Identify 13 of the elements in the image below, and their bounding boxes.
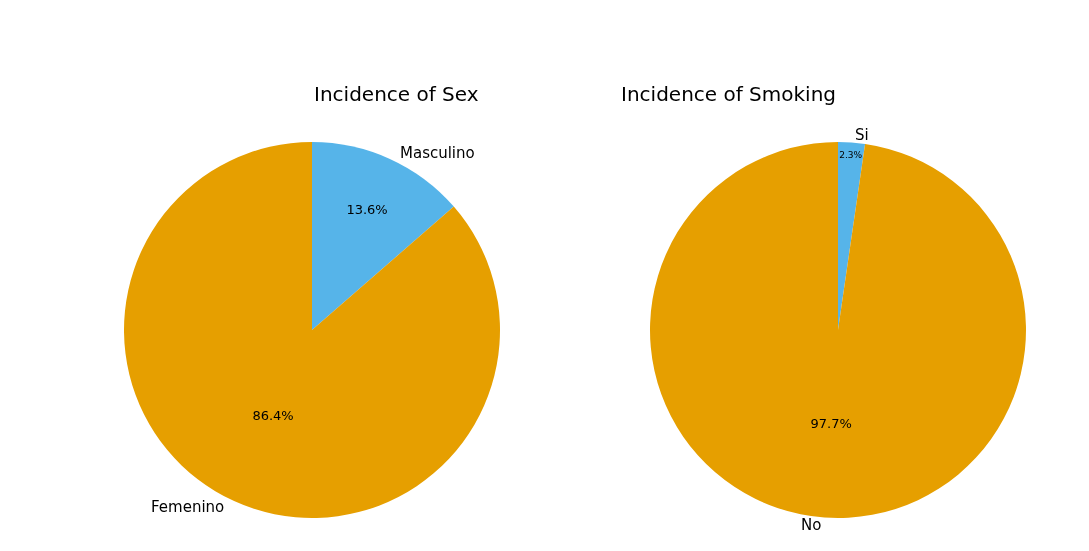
slice-label: Si (855, 126, 869, 144)
data-label: 97.7% (810, 416, 852, 432)
pie-slice (838, 142, 866, 330)
slice-label: Femenino (151, 498, 225, 516)
pie-slice (124, 142, 500, 518)
data-label: 2.3% (839, 150, 863, 161)
slice-label: No (801, 516, 822, 534)
chart-title: Incidence of Sex (314, 82, 479, 106)
pie-slice (650, 142, 1026, 518)
data-label: 86.4% (252, 408, 294, 424)
slice-label: Masculino (400, 144, 475, 162)
data-label: 13.6% (346, 201, 388, 217)
chart-title: Incidence of Smoking (621, 82, 837, 106)
